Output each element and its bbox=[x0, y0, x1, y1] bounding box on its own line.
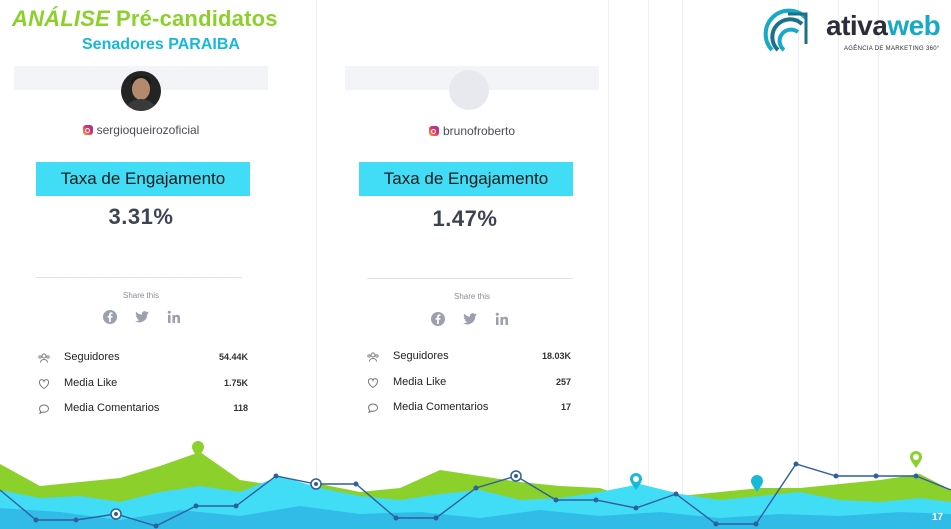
engagement-rate: 3.31% bbox=[108, 204, 174, 229]
pin-marker bbox=[751, 475, 763, 492]
divider bbox=[36, 277, 242, 278]
instagram-handle[interactable]: brunofroberto bbox=[345, 124, 599, 138]
logo-name-ativa: ativa bbox=[826, 10, 888, 41]
logo-mark-icon bbox=[763, 8, 808, 52]
stat-value: 54.44K bbox=[218, 352, 248, 362]
engagement-label-box: Taxa de Engajamento bbox=[359, 162, 573, 196]
candidate-card-sergio: sergioqueirozoficial Taxa de Engajamento… bbox=[14, 66, 268, 436]
comment-icon bbox=[367, 403, 379, 414]
followers-icon bbox=[38, 353, 50, 363]
stat-label: Media Like bbox=[64, 377, 118, 389]
grid-line bbox=[608, 0, 609, 529]
logo-wordmark: ativaweb bbox=[826, 10, 941, 42]
title-word-analise: ANÁLISE bbox=[12, 6, 110, 31]
decorative-wave-graphic bbox=[0, 441, 951, 529]
linkedin-icon[interactable] bbox=[166, 309, 182, 325]
stat-label: Media Comentarios bbox=[64, 402, 160, 414]
facebook-icon[interactable] bbox=[102, 309, 118, 325]
share-label: Share this bbox=[122, 291, 160, 300]
share-buttons bbox=[102, 309, 182, 325]
stat-row-seguidores: Seguidores 18.03K bbox=[367, 350, 571, 364]
instagram-icon bbox=[82, 125, 93, 135]
heart-icon bbox=[367, 378, 379, 389]
handle-text: brunofroberto bbox=[442, 124, 516, 138]
page-number: 17 bbox=[932, 512, 944, 523]
stat-label: Seguidores bbox=[64, 351, 120, 363]
instagram-handle[interactable]: sergioqueirozoficial bbox=[14, 123, 268, 137]
handle-text: sergioqueirozoficial bbox=[96, 123, 200, 137]
stat-row-media-like: Media Like 257 bbox=[367, 376, 571, 390]
grid-line bbox=[648, 0, 649, 529]
heart-icon bbox=[38, 379, 50, 390]
grid-line bbox=[682, 0, 683, 529]
comment-icon bbox=[38, 404, 50, 415]
stat-value: 18.03K bbox=[541, 351, 571, 361]
pin-marker bbox=[192, 441, 204, 458]
title-word-precandidatos: Pré-candidatos bbox=[115, 6, 278, 31]
pin-marker bbox=[630, 473, 642, 490]
stat-label: Media Comentarios bbox=[393, 401, 489, 413]
facebook-icon[interactable] bbox=[430, 311, 446, 327]
grid-line bbox=[798, 0, 799, 529]
avatar-placeholder bbox=[449, 70, 489, 110]
avatar bbox=[121, 71, 161, 111]
stat-value: 118 bbox=[233, 403, 248, 413]
stat-label: Seguidores bbox=[393, 350, 449, 362]
engagement-rate: 1.47% bbox=[432, 206, 498, 231]
page-title: ANÁLISE Pré-candidatos bbox=[12, 6, 278, 32]
linkedin-icon[interactable] bbox=[494, 311, 510, 327]
logo-name-web: web bbox=[887, 10, 941, 41]
divider bbox=[367, 278, 573, 279]
share-buttons bbox=[430, 311, 510, 327]
grid-line bbox=[838, 0, 839, 529]
stat-row-media-comentarios: Media Comentarios 118 bbox=[38, 402, 248, 416]
followers-icon bbox=[367, 352, 379, 362]
candidate-card-bruno: brunofroberto Taxa de Engajamento 1.47% … bbox=[345, 66, 599, 436]
twitter-icon[interactable] bbox=[134, 309, 150, 325]
grid-line bbox=[316, 0, 317, 529]
grid-line bbox=[878, 0, 879, 529]
engagement-label-box: Taxa de Engajamento bbox=[36, 162, 250, 196]
stat-label: Media Like bbox=[393, 376, 447, 388]
stat-value: 1.75K bbox=[223, 378, 248, 388]
stat-row-seguidores: Seguidores 54.44K bbox=[38, 351, 248, 365]
logo-tagline: AGÊNCIA DE MARKETING 360° bbox=[844, 46, 940, 52]
stat-row-media-comentarios: Media Comentarios 17 bbox=[367, 401, 571, 415]
stat-value: 257 bbox=[555, 377, 571, 387]
page-subtitle: Senadores PARAIBA bbox=[82, 36, 240, 53]
stat-value: 17 bbox=[560, 402, 571, 412]
stat-row-media-like: Media Like 1.75K bbox=[38, 377, 248, 391]
share-label: Share this bbox=[453, 292, 491, 301]
ativaweb-logo: ativaweb AGÊNCIA DE MARKETING 360° bbox=[762, 4, 951, 62]
instagram-icon bbox=[428, 126, 439, 136]
pin-marker bbox=[910, 451, 922, 468]
twitter-icon[interactable] bbox=[462, 311, 478, 327]
